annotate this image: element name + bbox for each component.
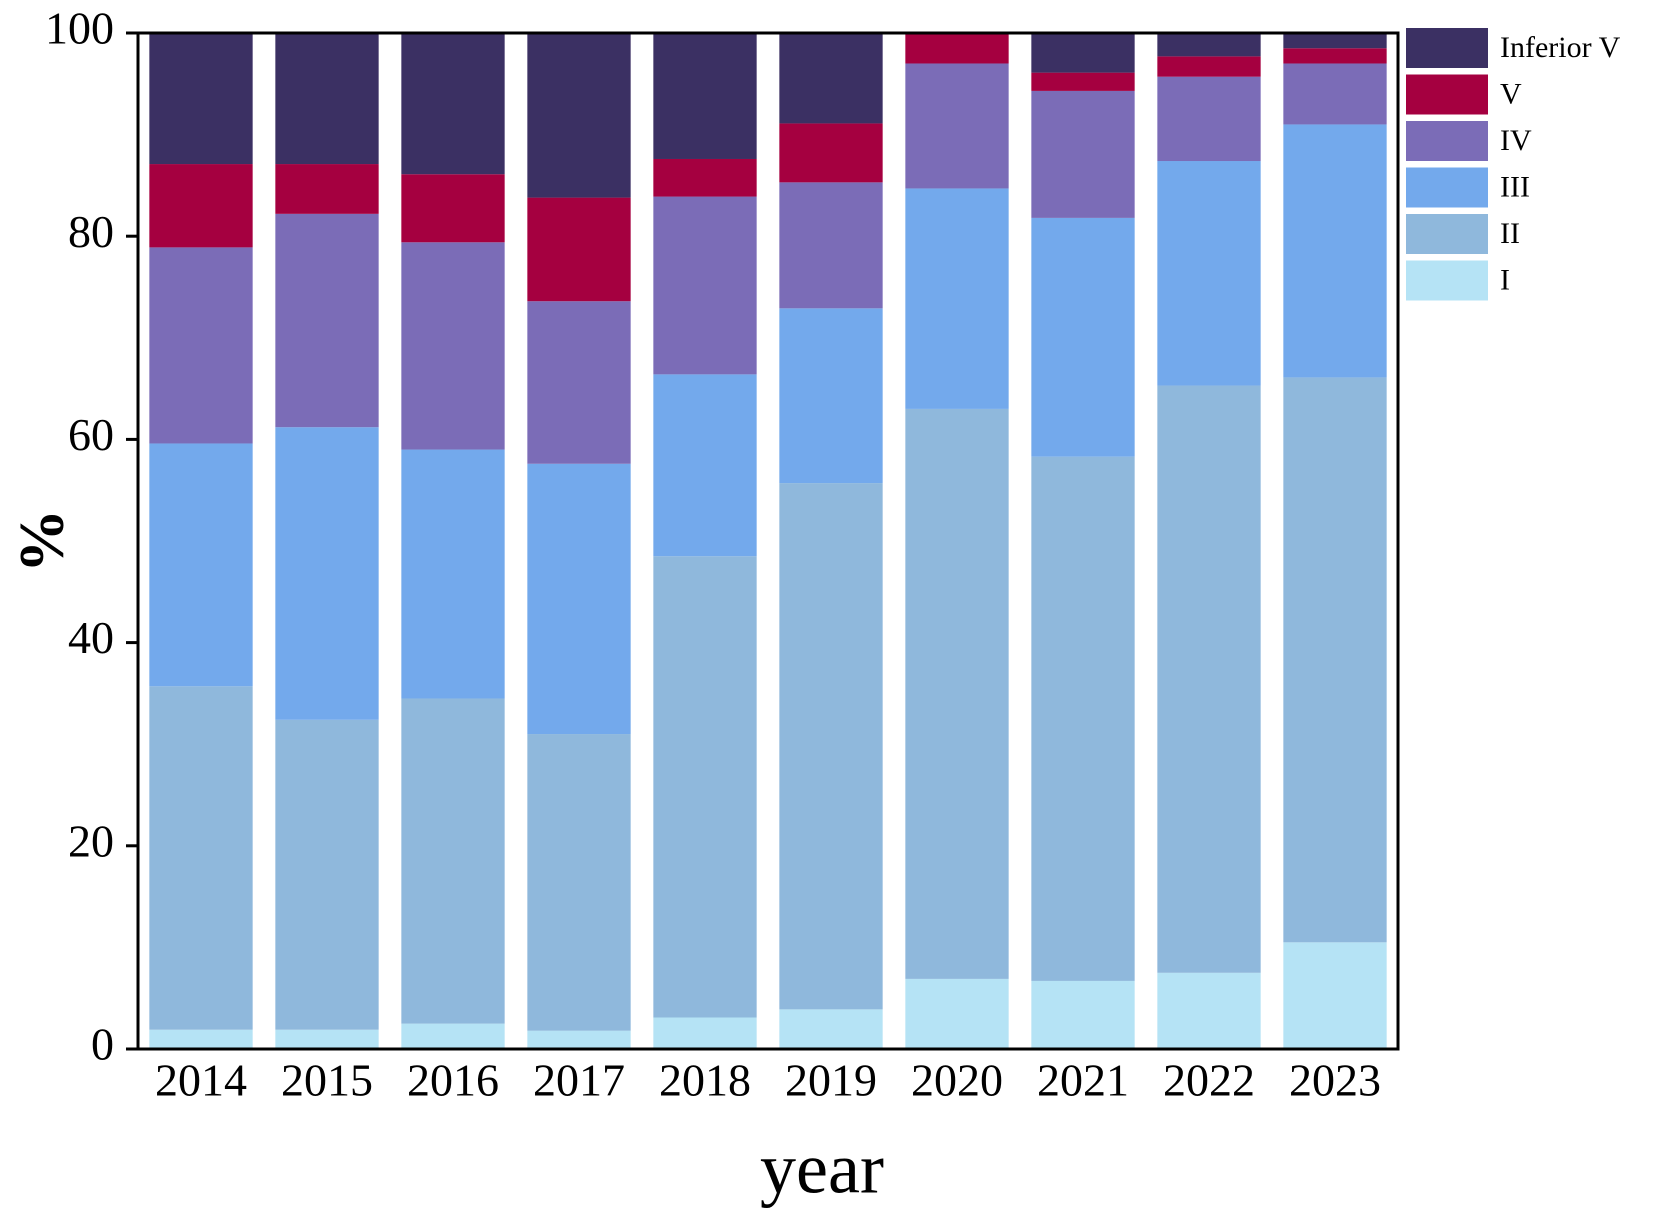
bar-segment	[1157, 33, 1261, 57]
bar-segment	[527, 33, 631, 198]
bar-segment	[1283, 124, 1387, 378]
x-tick-label: 2017	[533, 1055, 625, 1106]
bar-segment	[1283, 942, 1387, 1049]
x-tick-label: 2020	[911, 1055, 1003, 1106]
legend-label: V	[1500, 77, 1522, 110]
bar-segment	[527, 197, 631, 302]
bar-segment	[401, 174, 505, 243]
bar-segment	[779, 308, 883, 484]
legend-swatch	[1406, 167, 1488, 208]
bar-segment	[1157, 972, 1261, 1049]
bar-segment	[1283, 33, 1387, 49]
bar-segment	[401, 33, 505, 175]
bar-segment	[275, 33, 379, 165]
legend-swatch	[1406, 28, 1488, 68]
x-tick-label: 2016	[407, 1055, 499, 1106]
bar-segment	[905, 408, 1009, 979]
legend-swatch	[1406, 121, 1488, 161]
bar-segment	[1031, 217, 1135, 457]
x-tick-label: 2022	[1163, 1055, 1255, 1106]
x-tick-label: 2023	[1289, 1055, 1381, 1106]
x-tick-label: 2018	[659, 1055, 751, 1106]
bar-segment	[1031, 33, 1135, 73]
x-tick-label: 2019	[785, 1055, 877, 1106]
bar-segment	[401, 242, 505, 450]
legend-label: III	[1500, 170, 1530, 203]
y-tick-label: 40	[68, 612, 114, 663]
plot-frame	[136, 31, 1400, 1051]
bar-segment	[275, 719, 379, 1030]
bar-segment	[275, 213, 379, 428]
bar-segment	[905, 188, 1009, 409]
y-tick-label: 100	[45, 3, 114, 54]
bar-segment	[275, 1029, 379, 1049]
bar-segment	[401, 449, 505, 699]
y-tick-label: 0	[91, 1019, 114, 1070]
legend-swatch	[1406, 74, 1488, 115]
bar-segment	[149, 164, 253, 248]
bar-segment	[653, 196, 757, 375]
legend-label: II	[1500, 217, 1520, 250]
bar-segment	[779, 123, 883, 183]
bar-segment	[653, 33, 757, 159]
y-axis-label: %	[6, 509, 77, 573]
legend-swatch	[1406, 214, 1488, 254]
bar-segment	[527, 463, 631, 735]
bar-segment	[149, 1029, 253, 1049]
bar-segment	[653, 556, 757, 1018]
bar-segment	[779, 1009, 883, 1049]
bar-segment	[779, 483, 883, 1010]
bar-segment	[401, 698, 505, 1024]
legend-label: Inferior V	[1500, 31, 1621, 64]
bar-segment	[275, 164, 379, 214]
bar-segment	[905, 978, 1009, 1049]
bar-segment	[779, 33, 883, 124]
bar-segment	[1283, 63, 1387, 125]
legend-label: IV	[1500, 124, 1532, 157]
legend-label: I	[1500, 263, 1510, 296]
y-tick-label: 60	[68, 409, 114, 460]
x-tick-label: 2014	[155, 1055, 247, 1106]
bar-segment	[149, 33, 253, 165]
bar-segment	[527, 301, 631, 464]
y-tick-label: 20	[68, 815, 114, 866]
bar-segment	[275, 427, 379, 720]
bar-segment	[1157, 76, 1261, 162]
x-axis-label: year	[760, 1129, 884, 1209]
bar-segment	[653, 158, 757, 197]
bar-segment	[1031, 456, 1135, 981]
bar-segment	[1157, 56, 1261, 77]
bar-segment	[527, 734, 631, 1031]
bar-segment	[1283, 377, 1387, 943]
bar-segment	[653, 1017, 757, 1049]
bar-segment	[653, 374, 757, 557]
bar-segment	[779, 182, 883, 309]
bar-segment	[1031, 72, 1135, 91]
bar-segment	[1031, 980, 1135, 1049]
legend-swatch	[1406, 260, 1488, 301]
bar-segment	[149, 443, 253, 687]
bar-segment	[1157, 161, 1261, 386]
y-tick-label: 80	[68, 206, 114, 257]
bar-segment	[149, 686, 253, 1030]
bar-segment	[401, 1023, 505, 1049]
bar-segment	[1157, 385, 1261, 973]
bar-segment	[149, 247, 253, 444]
bar-segment	[1283, 48, 1387, 64]
bar-segment	[905, 63, 1009, 189]
x-tick-label: 2015	[281, 1055, 373, 1106]
bar-segment	[905, 33, 1009, 64]
bar-segment	[527, 1030, 631, 1049]
x-tick-label: 2021	[1037, 1055, 1129, 1106]
bar-segment	[1031, 90, 1135, 218]
